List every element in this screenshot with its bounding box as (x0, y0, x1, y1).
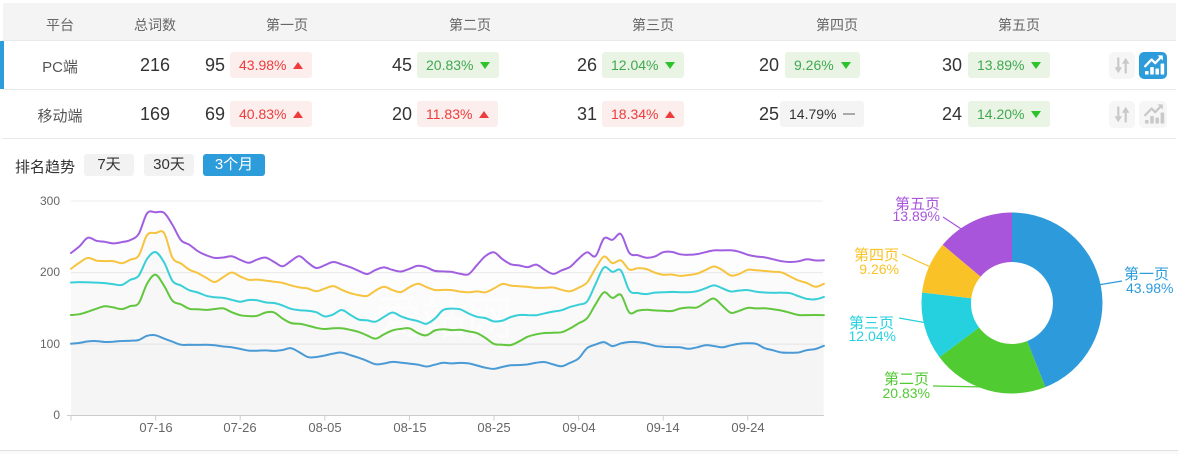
svg-text:爱站网: 爱站网 (375, 292, 513, 344)
